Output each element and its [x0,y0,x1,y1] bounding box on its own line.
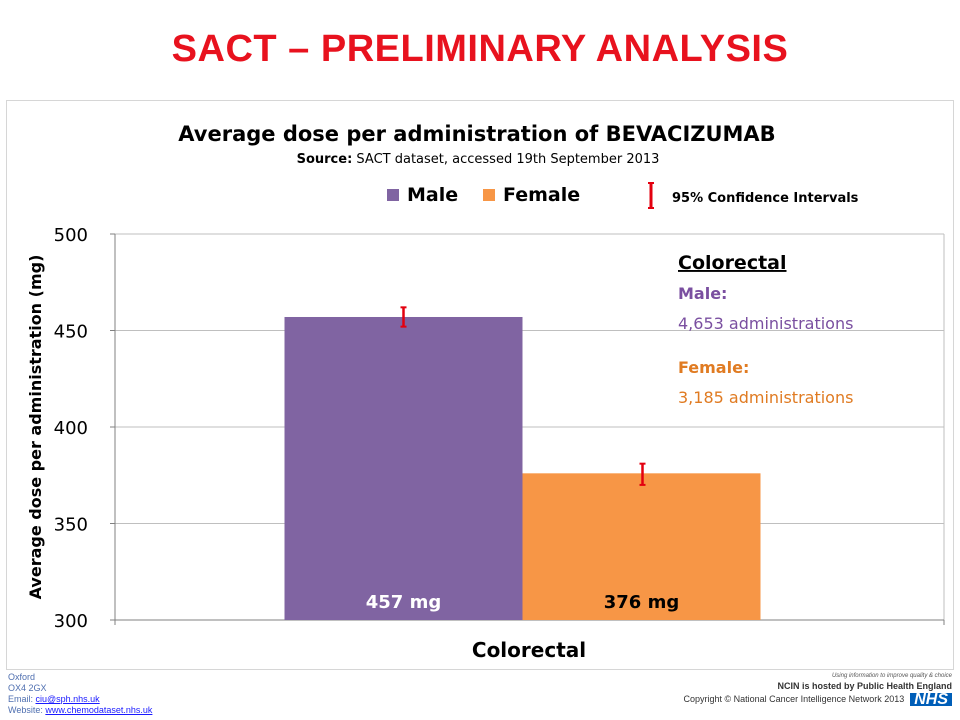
footer-email-label: Email: [8,694,36,704]
bar-male [284,316,523,620]
y-tick-label-2: 400 [54,418,88,439]
annotation-box: Colorectal Male: 4,653 administrations F… [678,252,853,407]
y-tick-label-0: 300 [54,611,88,632]
footer-hosted: NCIN is hosted by Public Health England [777,681,952,691]
footer-tagline: Using information to improve quality & c… [831,673,952,679]
bar-female [522,473,761,620]
legend-label-female: Female [503,184,580,206]
chart-subtitle: Source: SACT dataset, accessed 19th Sept… [297,152,660,167]
footer-email-link[interactable]: ciu@sph.nhs.uk [35,694,100,704]
nhs-logo: NHS [910,692,952,708]
subtitle-text: SACT dataset, accessed 19th September 20… [352,152,659,167]
footer-website-label: Website: [8,705,46,715]
annotation-heading: Colorectal [678,252,787,274]
footer-copyright-row: Copyright © National Cancer Intelligence… [683,692,952,708]
footer-website-link[interactable]: www.chemodataset.nhs.uk [45,705,153,715]
footer-address-line2: OX4 2GX [8,683,47,693]
data-label-male: 457 mg [366,592,441,613]
slide-title: SACT – PRELIMINARY ANALYSIS [171,28,789,70]
y-tick-label-4: 500 [54,225,88,246]
footer-website-row: Website: www.chemodataset.nhs.uk [8,705,152,716]
y-tick-label-3: 450 [54,322,88,343]
footer-address-line1: Oxford [8,672,36,682]
legend: Male Female 95% Confidence Intervals [387,182,859,209]
data-label-female: 376 mg [604,592,679,613]
footer-email-row: Email: ciu@sph.nhs.uk [8,694,152,705]
chart-frame [6,100,954,670]
y-tick-label-1: 350 [54,515,88,536]
footer-branding: Using information to improve quality & c… [683,672,952,708]
subtitle-source-label: Source: [297,152,353,167]
annotation-female-label: Female: [678,358,749,377]
bar-chart: Average dose per administration of BEVAC… [26,122,945,662]
annotation-male-text: 4,653 administrations [678,314,853,333]
footer-copyright: Copyright © National Cancer Intelligence… [683,694,905,704]
footer-contact: Oxford OX4 2GX Email: ciu@sph.nhs.uk Web… [8,672,152,716]
x-axis-category-label: Colorectal [472,638,586,662]
annotation-male-label: Male: [678,284,727,303]
annotation-female-text: 3,185 administrations [678,388,853,407]
y-axis-title: Average dose per administration (mg) [26,255,45,600]
legend-swatch-female [483,189,495,201]
legend-label-male: Male [407,184,458,206]
legend-ci-label: 95% Confidence Intervals [672,191,859,206]
legend-swatch-male [387,189,399,201]
chart-title: Average dose per administration of BEVAC… [178,122,775,146]
plot-area: 300 350 400 450 500 457 mg 376 mg Colorectal Ave… [26,225,945,662]
